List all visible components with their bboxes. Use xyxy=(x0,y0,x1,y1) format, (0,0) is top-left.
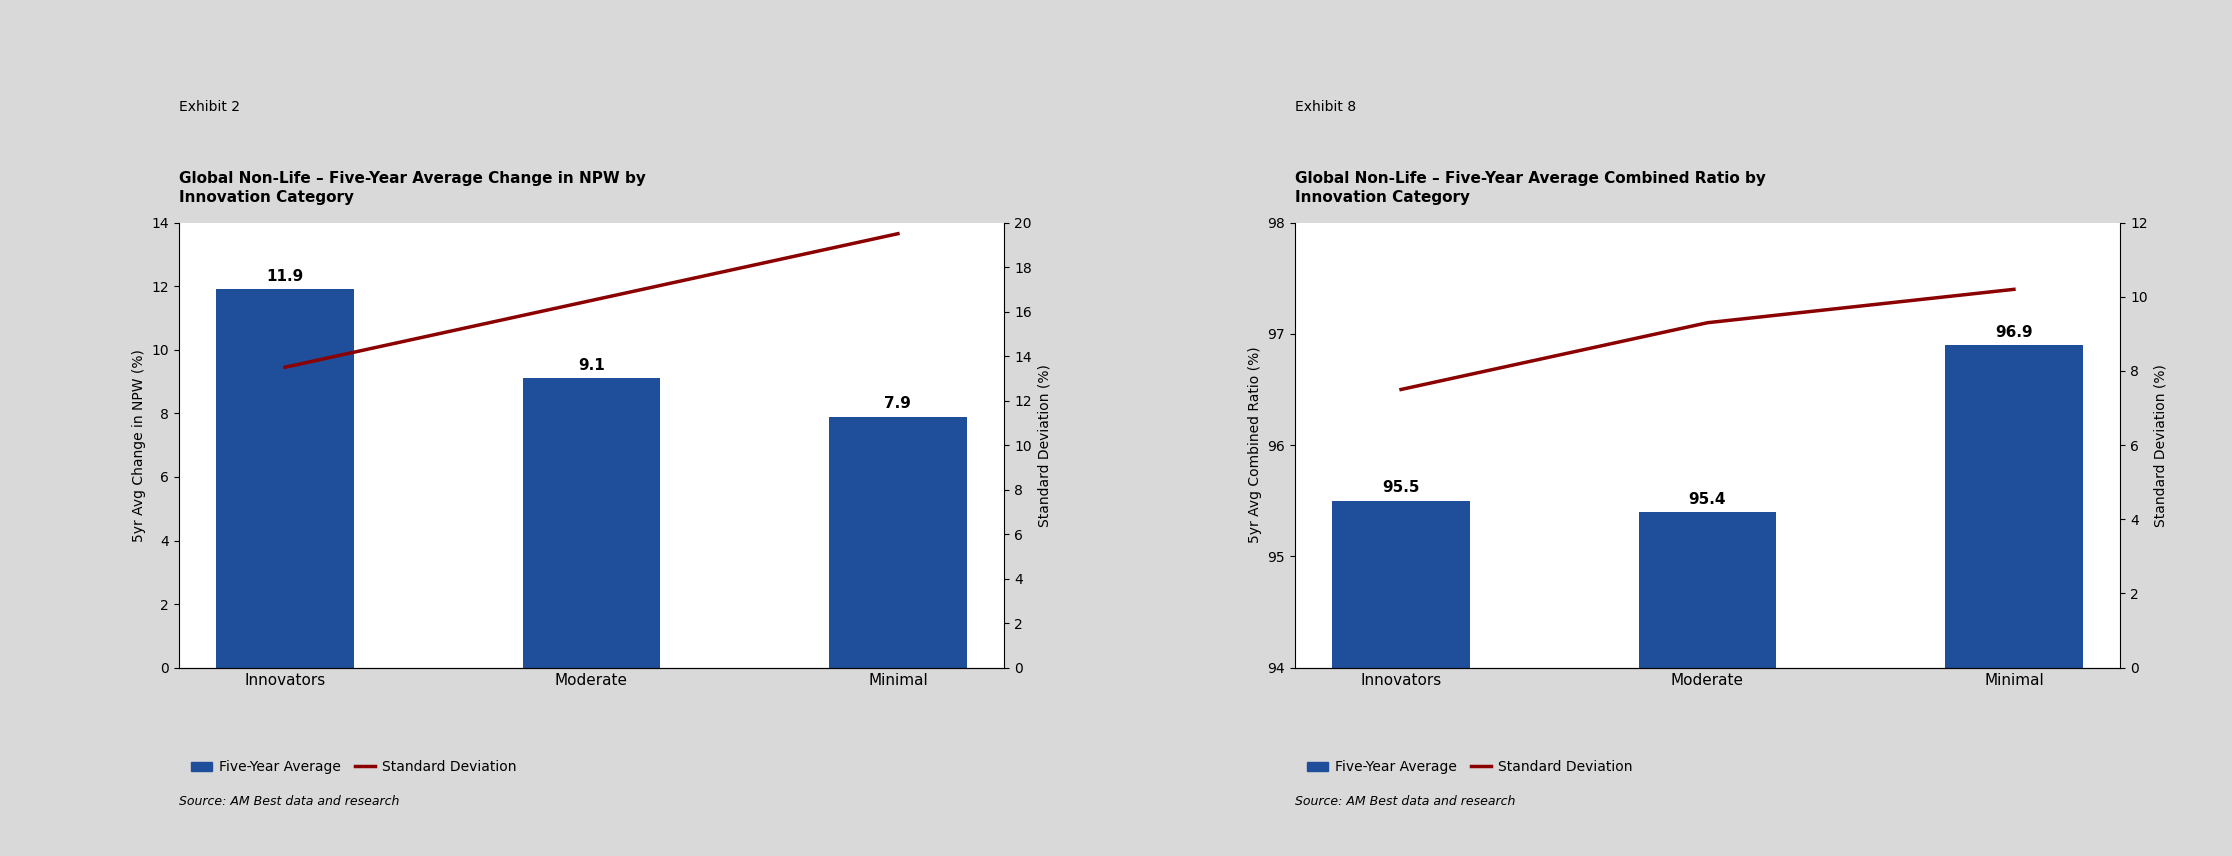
Legend: Five-Year Average, Standard Deviation: Five-Year Average, Standard Deviation xyxy=(1301,755,1638,780)
Text: Global Non-Life – Five-Year Average Combined Ratio by
Innovation Category: Global Non-Life – Five-Year Average Comb… xyxy=(1295,170,1766,205)
Bar xyxy=(1638,512,1777,856)
Y-axis label: 5yr Avg Change in NPW (%): 5yr Avg Change in NPW (%) xyxy=(132,348,145,542)
Legend: Five-Year Average, Standard Deviation: Five-Year Average, Standard Deviation xyxy=(185,755,522,780)
Text: 7.9: 7.9 xyxy=(884,396,911,411)
Bar xyxy=(217,289,355,668)
Text: Global Non-Life – Five-Year Average Change in NPW by
Innovation Category: Global Non-Life – Five-Year Average Chan… xyxy=(179,170,645,205)
Bar xyxy=(1333,501,1471,856)
Text: 95.5: 95.5 xyxy=(1382,480,1420,496)
Y-axis label: Standard Deviation (%): Standard Deviation (%) xyxy=(1038,364,1051,526)
Bar xyxy=(522,378,661,668)
Text: Source: AM Best data and research: Source: AM Best data and research xyxy=(1295,794,1516,808)
Text: Exhibit 2: Exhibit 2 xyxy=(179,100,239,115)
Text: Exhibit 8: Exhibit 8 xyxy=(1295,100,1355,115)
Y-axis label: Standard Deviation (%): Standard Deviation (%) xyxy=(2154,364,2167,526)
Text: 96.9: 96.9 xyxy=(1995,324,2033,340)
Bar xyxy=(1944,345,2082,856)
Bar xyxy=(828,417,966,668)
Text: 11.9: 11.9 xyxy=(266,269,304,284)
Text: 95.4: 95.4 xyxy=(1690,491,1725,507)
Text: Source: AM Best data and research: Source: AM Best data and research xyxy=(179,794,400,808)
Y-axis label: 5yr Avg Combined Ratio (%): 5yr Avg Combined Ratio (%) xyxy=(1248,347,1261,544)
Text: 9.1: 9.1 xyxy=(578,358,605,373)
